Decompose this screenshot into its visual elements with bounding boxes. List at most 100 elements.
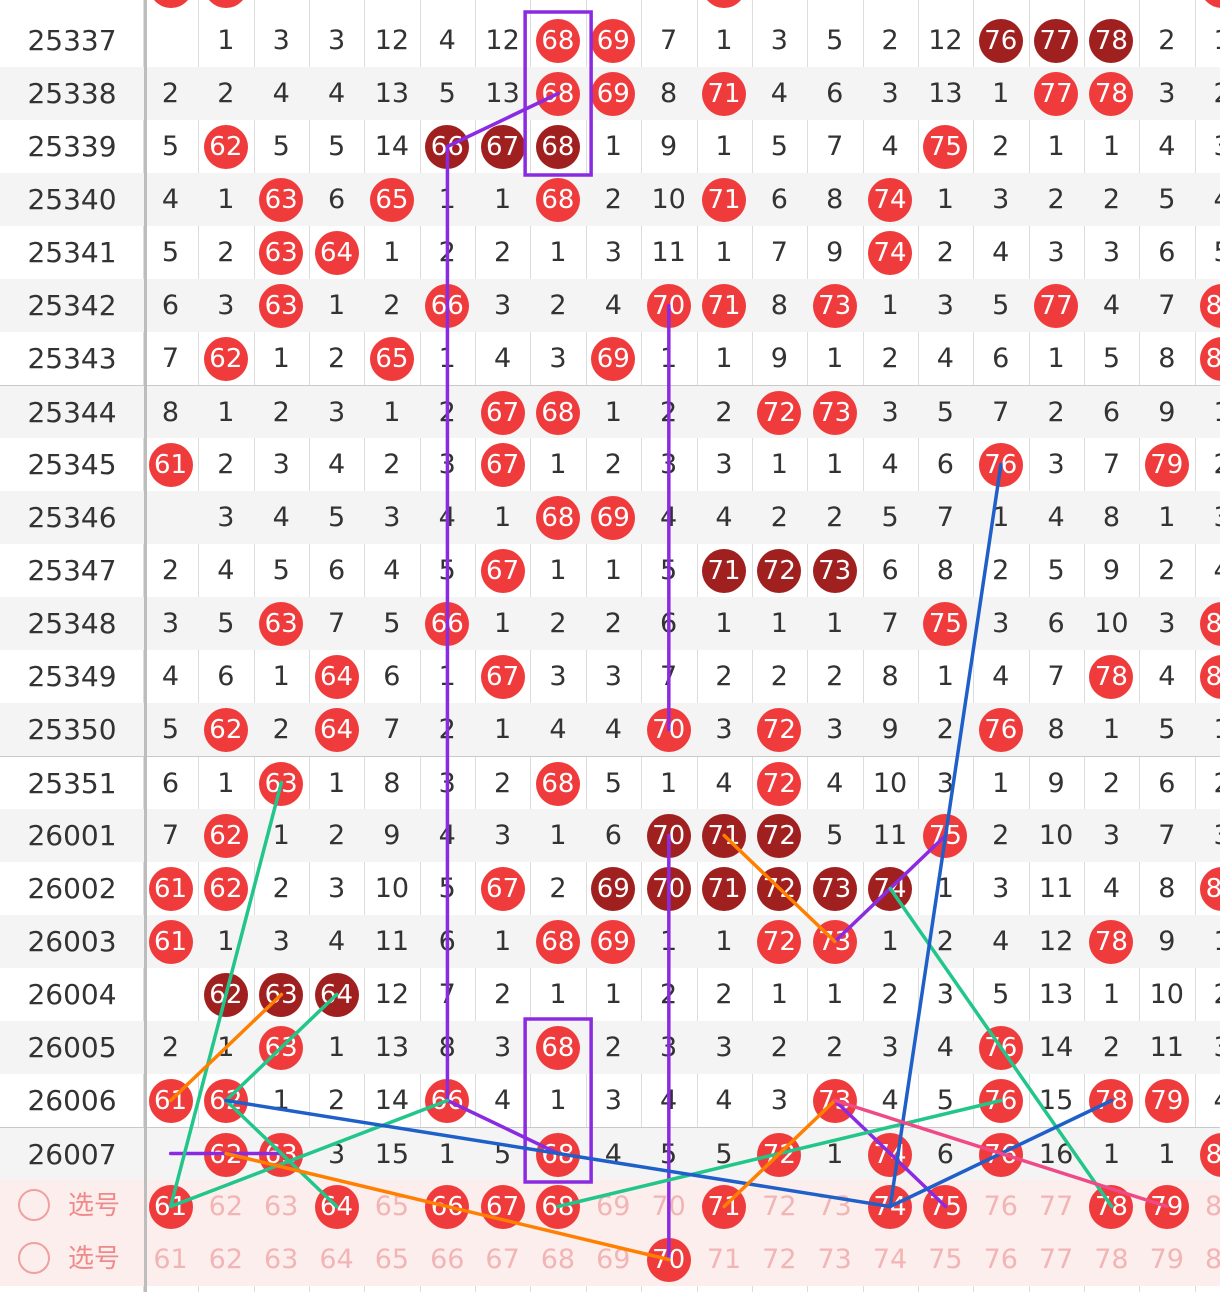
select-number-cell[interactable]: 71 <box>706 1244 742 1275</box>
period-number: 25338 <box>27 77 117 110</box>
miss-count-cell: 1 <box>992 768 1010 799</box>
select-number-cell[interactable]: 66 <box>420 1180 475 1233</box>
select-number-cell[interactable]: 80 <box>1204 1244 1220 1275</box>
miss-count-cell: 4 <box>1047 502 1065 533</box>
miss-count-cell: 5 <box>1158 184 1176 215</box>
miss-count-cell: 5 <box>770 131 788 162</box>
drawn-number-ball: 64 <box>309 226 364 279</box>
miss-count-cell: 9 <box>770 343 788 374</box>
miss-count-cell: 2 <box>992 820 1010 851</box>
miss-count-cell: 5 <box>161 131 180 162</box>
miss-count-cell: 2 <box>770 1032 788 1063</box>
miss-count-cell: 11 <box>1038 873 1074 904</box>
miss-count-cell: 1 <box>438 184 456 215</box>
select-number-cell[interactable]: 72 <box>762 1191 797 1222</box>
select-number-cell[interactable]: 69 <box>596 1191 631 1222</box>
select-number-cell[interactable]: 77 <box>1038 1191 1074 1222</box>
select-row[interactable]: 选号 61 62 63 64 65 66 67 68 69 70 71 72 73 74 75 76 77 78 79… <box>0 1233 1220 1286</box>
select-number-cell[interactable]: 75 <box>918 1180 973 1233</box>
select-number-cell[interactable]: 68 <box>530 1180 585 1233</box>
miss-count-cell: 5 <box>217 608 235 639</box>
select-number-cell[interactable]: 69 <box>596 1244 631 1275</box>
select-number-cell[interactable]: 61 <box>143 1180 198 1233</box>
miss-count-cell: 2 <box>604 608 622 639</box>
select-number-cell[interactable]: 76 <box>983 1191 1018 1222</box>
miss-count-cell: 3 <box>438 449 456 480</box>
select-number-cell[interactable]: 65 <box>374 1244 410 1275</box>
select-number-cell[interactable]: 74 <box>872 1244 908 1275</box>
drawn-number-ball: 68 <box>530 915 585 968</box>
miss-count-cell: 6 <box>660 608 678 639</box>
select-number-cell[interactable]: 64 <box>309 1180 364 1233</box>
miss-count-cell: 3 <box>992 873 1010 904</box>
miss-count-cell: 4 <box>438 25 456 56</box>
select-number-cell[interactable]: 73 <box>817 1191 852 1222</box>
miss-count-cell: 6 <box>327 555 346 586</box>
select-number-cell[interactable]: 62 <box>208 1191 244 1222</box>
miss-count-cell: 4 <box>715 1085 733 1116</box>
miss-count-cell: 4 <box>1102 290 1121 321</box>
miss-count-cell: 3 <box>272 926 290 957</box>
drawn-number-ball: 64 <box>309 650 364 703</box>
miss-count-cell: 2 <box>715 979 733 1010</box>
select-number-cell[interactable]: 77 <box>1038 1244 1074 1275</box>
miss-count-cell: 8 <box>1158 343 1176 374</box>
miss-count-cell: 6 <box>992 343 1010 374</box>
table-row: 253483563756612261117753610380 <box>0 597 1220 650</box>
miss-count-cell: 3 <box>494 1032 512 1063</box>
miss-count-cell: 4 <box>881 131 899 162</box>
select-number-cell[interactable]: 80 <box>1204 1191 1220 1222</box>
select-number-cell[interactable]: 68 <box>540 1244 576 1275</box>
drawn-number-ball: 68 <box>530 1128 585 1181</box>
select-number-cell[interactable]: 78 <box>1094 1244 1129 1275</box>
select-number-cell[interactable]: 72 <box>762 1244 797 1275</box>
select-number-cell[interactable]: 70 <box>651 1191 686 1222</box>
select-number-cell[interactable]: 63 <box>264 1244 299 1275</box>
miss-count-cell: 1 <box>1158 502 1176 533</box>
drawn-number-ball: 62 <box>198 332 253 385</box>
radio-circle-icon[interactable] <box>18 1189 50 1221</box>
select-number-cell[interactable]: 64 <box>319 1244 354 1275</box>
select-number-cell[interactable]: 76 <box>983 1244 1018 1275</box>
select-number-cell[interactable]: 66 <box>430 1244 465 1275</box>
select-number-cell[interactable]: 79 <box>1139 1180 1194 1233</box>
miss-count-cell: 4 <box>1195 173 1220 226</box>
miss-count-cell: 7 <box>936 502 954 533</box>
select-number-cell[interactable]: 67 <box>475 1180 530 1233</box>
select-number-cell[interactable]: 70 <box>641 1233 696 1286</box>
miss-count-cell: 1 <box>383 397 401 428</box>
table-row: 253505622647214470372392768151 <box>0 703 1220 756</box>
select-number-cell[interactable]: 67 <box>485 1244 520 1275</box>
miss-count-cell: 1 <box>438 343 456 374</box>
miss-count-cell: 2 <box>161 1032 180 1063</box>
select-number-cell[interactable]: 71 <box>697 1180 752 1233</box>
select-number-cell[interactable]: 62 <box>208 1244 244 1275</box>
miss-count-cell: 4 <box>881 449 899 480</box>
select-number-cell[interactable]: 63 <box>264 1191 299 1222</box>
select-row[interactable]: 选号 61 62 63 64 65 66 67 68 69 70 71 72 73 74 75 76 77 78 79… <box>0 1180 1220 1233</box>
period-number: 25348 <box>27 607 117 640</box>
select-number-cell[interactable]: 78 <box>1084 1180 1139 1233</box>
select-toggle[interactable]: 选号 <box>0 1180 144 1233</box>
miss-count-cell: 5 <box>1047 555 1065 586</box>
drawn-number-ball: 75 <box>918 597 973 650</box>
select-number-cell[interactable]: 79 <box>1149 1244 1184 1275</box>
select-number-cell[interactable]: 65 <box>374 1191 410 1222</box>
miss-count-cell: 3 <box>1158 78 1176 109</box>
drawn-number-ball: 73 <box>807 279 862 332</box>
select-number-cell[interactable]: 74 <box>863 1180 918 1233</box>
radio-circle-icon[interactable] <box>18 1242 50 1274</box>
select-toggle[interactable]: 选号 <box>0 1233 144 1286</box>
miss-count-cell: 4 <box>438 502 456 533</box>
select-number-cell[interactable]: 61 <box>153 1244 188 1275</box>
drawn-number-ball: 67 <box>475 650 530 703</box>
period-number: 26005 <box>27 1031 117 1064</box>
miss-count-cell: 7 <box>1102 449 1121 480</box>
select-number-cell[interactable]: 75 <box>928 1244 963 1275</box>
select-number-cell[interactable]: 73 <box>817 1244 852 1275</box>
miss-count-cell: 1 <box>217 768 235 799</box>
miss-count-cell: 3 <box>715 449 733 480</box>
miss-count-cell: 5 <box>826 820 844 851</box>
miss-count-cell: 4 <box>936 343 954 374</box>
